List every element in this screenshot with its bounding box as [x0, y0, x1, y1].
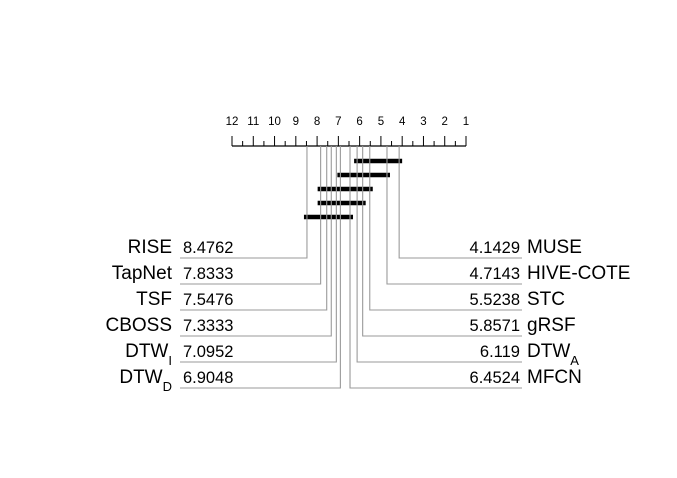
tick-label: 10 — [268, 116, 281, 128]
method-rank: 7.0952 — [183, 343, 233, 361]
method-rank: 5.5238 — [470, 291, 520, 309]
method-connectors — [180, 146, 522, 389]
method-connector — [180, 146, 341, 389]
method-name: TSF — [136, 289, 172, 310]
method-connector — [180, 146, 308, 259]
tick-label: 4 — [399, 116, 406, 128]
method-rank: 6.119 — [480, 343, 520, 361]
method-name: DTWI — [125, 341, 172, 368]
tick-label: 7 — [335, 116, 341, 128]
tick-label: 6 — [356, 116, 362, 128]
tick-label: 12 — [226, 116, 239, 128]
method-name: RISE — [128, 237, 172, 258]
method-connector — [349, 146, 522, 389]
method-name: TapNet — [112, 263, 173, 284]
tick-label: 9 — [293, 116, 299, 128]
tick-label: 1 — [463, 116, 469, 128]
method-name: DTWA — [527, 341, 579, 368]
method-rank: 5.8571 — [470, 317, 520, 335]
method-name: HIVE-COTE — [527, 263, 630, 284]
method-connector — [356, 146, 522, 363]
method-connector — [180, 146, 322, 285]
method-connector — [398, 146, 522, 259]
method-rank: 8.4762 — [183, 239, 233, 257]
method-connector — [180, 146, 337, 363]
method-labels: RISE 8.4762 TapNet 7.8333 TSF 7.5476 CBOSS 7.33… — [105, 237, 630, 394]
rank-axis: 12 11 10 9 8 7 6 5 4 3 2 1 — [226, 116, 469, 147]
method-name: MUSE — [527, 237, 582, 258]
method-name: STC — [527, 289, 565, 310]
method-name: MFCN — [527, 367, 582, 388]
method-connector — [386, 146, 522, 285]
method-rank: 4.7143 — [470, 265, 520, 283]
method-rank: 6.4524 — [470, 369, 520, 387]
method-connector — [180, 146, 328, 311]
method-rank: 7.8333 — [183, 265, 233, 283]
method-name: CBOSS — [105, 315, 172, 336]
tick-label: 2 — [442, 116, 448, 128]
tick-label: 8 — [314, 116, 320, 128]
method-rank: 6.9048 — [183, 369, 233, 387]
method-rank: 4.1429 — [470, 239, 520, 257]
method-name: DTWD — [119, 367, 172, 394]
method-rank: 7.3333 — [183, 317, 233, 335]
method-connector — [369, 146, 522, 311]
method-rank: 7.5476 — [183, 291, 233, 309]
method-name: gRSF — [527, 315, 576, 336]
tick-label: 5 — [378, 116, 384, 128]
method-connector — [180, 146, 332, 337]
tick-label: 3 — [420, 116, 426, 128]
tick-label: 11 — [247, 116, 259, 128]
method-connector — [362, 146, 522, 337]
